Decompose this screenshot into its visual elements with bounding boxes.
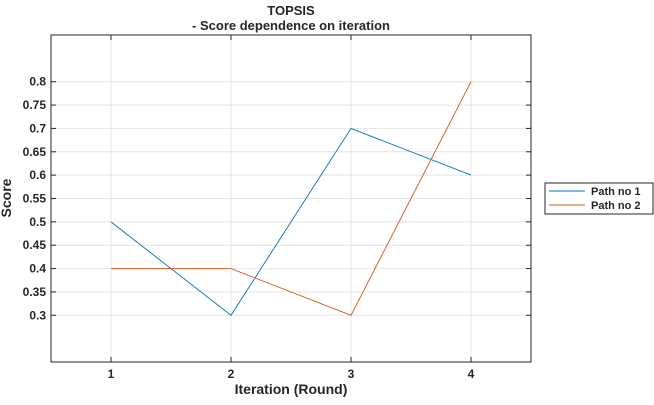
y-tick-label: 0.45 <box>23 238 47 252</box>
chart-title: TOPSIS <box>267 3 315 18</box>
legend-label-2: Path no 2 <box>591 200 641 212</box>
x-axis-label: Iteration (Round) <box>235 381 348 397</box>
x-tick-label: 2 <box>228 367 235 381</box>
x-axis-ticks: 1 2 3 4 <box>108 35 475 381</box>
series-lines <box>110 81 472 316</box>
legend-label-1: Path no 1 <box>591 186 641 198</box>
y-tick-label: 0.8 <box>29 75 46 89</box>
y-tick-label: 0.55 <box>23 192 47 206</box>
chart-subtitle: - Score dependence on iteration <box>192 18 390 33</box>
y-axis-label: Score <box>0 178 14 217</box>
series-line-2 <box>111 81 472 316</box>
x-tick-label: 1 <box>108 367 115 381</box>
y-tick-label: 0.4 <box>29 262 46 276</box>
y-tick-label: 0.3 <box>29 308 46 322</box>
y-axis-ticks: 0.3 0.35 0.4 0.45 0.5 0.55 0.6 0.65 0.7 0.75 0.8 <box>23 75 531 322</box>
y-tick-label: 0.65 <box>23 145 47 159</box>
grid <box>51 35 531 362</box>
y-tick-label: 0.35 <box>23 285 47 299</box>
legend: Path no 1 Path no 2 <box>544 182 654 215</box>
y-tick-label: 0.6 <box>29 168 46 182</box>
x-tick-label: 3 <box>348 367 355 381</box>
y-tick-label: 0.5 <box>29 215 46 229</box>
y-tick-label: 0.75 <box>23 98 47 112</box>
legend-box <box>544 182 654 215</box>
y-tick-label: 0.7 <box>29 121 46 135</box>
x-tick-label: 4 <box>468 367 475 381</box>
